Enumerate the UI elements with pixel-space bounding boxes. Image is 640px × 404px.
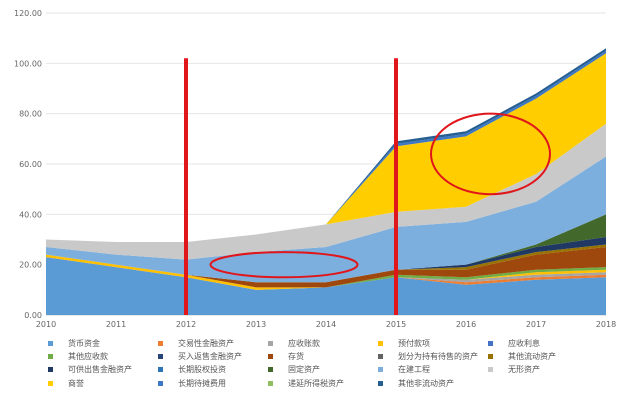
legend-label: 可供出售金融资产 (68, 364, 132, 374)
area-series-9 (46, 244, 606, 283)
area-series-3 (46, 254, 606, 290)
legend-swatch (268, 341, 273, 346)
legend-swatch (268, 381, 273, 386)
legend-swatch (268, 367, 273, 372)
legend-label: 存货 (288, 351, 304, 361)
legend-swatch (158, 341, 163, 346)
area-series-13 (46, 156, 606, 283)
area-series-5 (46, 254, 606, 288)
legend-label: 预付款项 (398, 338, 430, 348)
legend-swatch (48, 341, 53, 346)
y-tick-label: 120.00 (14, 9, 42, 18)
x-tick-label: 2013 (246, 320, 266, 329)
legend-label: 划分为持有待售的资产 (398, 351, 478, 361)
area-series-15 (46, 53, 606, 243)
y-tick-label: 100.00 (14, 59, 42, 68)
legend-label: 交易性金融资产 (178, 338, 234, 348)
legend-swatch (48, 367, 53, 372)
x-tick-label: 2014 (316, 320, 336, 329)
y-tick-label: 40.00 (19, 210, 42, 219)
x-tick-label: 2016 (456, 320, 476, 329)
legend-swatch (268, 354, 273, 359)
legend-swatch (378, 381, 383, 386)
legend-label: 应收利息 (508, 338, 540, 348)
legend-swatch (488, 341, 493, 346)
x-tick-label: 2015 (386, 320, 406, 329)
legend-swatch (158, 367, 163, 372)
area-series-7 (46, 247, 606, 288)
legend-label: 无形资产 (508, 364, 540, 374)
area-series-10 (46, 236, 606, 283)
legend-label: 其他非流动资产 (398, 378, 454, 388)
axis-ticks: 0.00 20.00 40.00 60.00 80.00 100.00 120.00 2010… (14, 9, 616, 329)
legend-label: 长期待摊费用 (178, 378, 226, 388)
annotations (184, 58, 551, 315)
legend-swatch (48, 354, 53, 359)
legend-label: 其他流动资产 (508, 351, 556, 361)
legend-swatch (48, 381, 53, 386)
area-series-2 (46, 257, 606, 290)
x-tick-label: 2010 (36, 320, 56, 329)
y-tick-label: 80.00 (19, 110, 42, 119)
x-tick-label: 2018 (596, 320, 616, 329)
legend-swatch (488, 354, 493, 359)
x-tick-label: 2012 (176, 320, 196, 329)
legend-label: 商誉 (68, 378, 84, 388)
legend-label: 固定资产 (288, 364, 320, 374)
legend-label: 买入返售金融资产 (178, 351, 242, 361)
x-tick-label: 2017 (526, 320, 546, 329)
y-tick-label: 60.00 (19, 160, 42, 169)
legend-label: 应收账款 (288, 338, 320, 348)
legend-swatch (158, 354, 163, 359)
red-ellipse-highlight (209, 251, 359, 279)
legend-swatch (378, 341, 383, 346)
legend-swatch (378, 354, 383, 359)
legend-swatch (378, 367, 383, 372)
legend-label: 在建工程 (398, 364, 430, 374)
red-ellipse-highlight (430, 112, 551, 196)
legend-label: 递延所得税资产 (288, 378, 344, 388)
legend-swatch (488, 367, 493, 372)
y-tick-label: 20.00 (19, 261, 42, 270)
legend-label: 长期股权投资 (178, 364, 226, 374)
y-tick-label: 0.00 (24, 311, 42, 320)
x-tick-label: 2011 (106, 320, 126, 329)
legend-label: 其他应收款 (68, 351, 108, 361)
legend-label: 货币资金 (68, 338, 100, 348)
legend-swatch (158, 381, 163, 386)
area-series-14 (46, 123, 606, 260)
